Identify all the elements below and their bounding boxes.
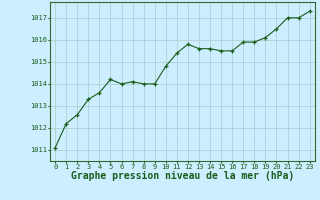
X-axis label: Graphe pression niveau de la mer (hPa): Graphe pression niveau de la mer (hPa)	[71, 171, 294, 181]
